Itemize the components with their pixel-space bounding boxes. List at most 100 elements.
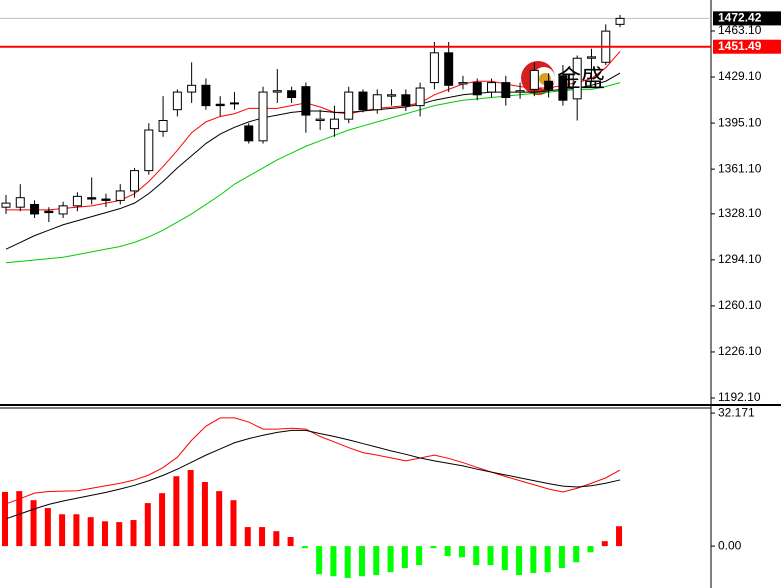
macd-bar [558, 546, 565, 569]
macd-bar [587, 546, 594, 553]
candle-body [244, 125, 254, 142]
macd-bar [244, 527, 251, 547]
candle-body [572, 57, 582, 100]
macd-bar [359, 546, 365, 577]
candle-body [115, 190, 125, 201]
candle-body [30, 203, 40, 215]
candle-body [586, 56, 596, 59]
y-tick-label: 1395.10 [718, 115, 762, 129]
candle-body [301, 86, 311, 116]
candle-body [372, 94, 382, 111]
macd-bar [273, 531, 280, 547]
candle-body [615, 17, 625, 25]
macd-bar [216, 491, 223, 547]
candle-body [215, 103, 225, 107]
macd-bar [116, 522, 123, 547]
macd-bar [101, 521, 108, 547]
candle-body [515, 90, 525, 93]
macd-bar [316, 546, 323, 575]
macd-bar [201, 482, 208, 547]
macd-bar [430, 546, 437, 549]
level-box [713, 39, 781, 54]
y-tick-label: 1192.10 [718, 390, 761, 404]
candle-body [272, 90, 282, 93]
y-tick-label: 1328.10 [718, 206, 762, 220]
candle-body [544, 80, 554, 90]
macd-bar [544, 546, 551, 573]
candle-body [72, 195, 82, 207]
y-tick-label: 1260.10 [718, 298, 762, 312]
macd-bar [530, 546, 537, 573]
macd-bar [230, 500, 237, 547]
macd-bar [416, 546, 423, 566]
y-tick-label: 1463.10 [718, 23, 762, 37]
candle-body [287, 90, 297, 98]
candle-body [472, 82, 482, 96]
candle-body [1, 202, 11, 208]
candle-body [201, 84, 211, 107]
macd-bar [344, 546, 351, 578]
candle-body [429, 52, 439, 84]
y-tick-label: 1226.10 [718, 344, 762, 358]
macd-bar [373, 546, 380, 576]
macd-bar [130, 520, 137, 547]
candle-body [415, 87, 425, 107]
candle-body [401, 94, 411, 107]
macd-bar [16, 491, 23, 547]
y-tick-label: 1429.10 [718, 69, 762, 83]
macd-bar [601, 541, 608, 547]
macd-bar [173, 476, 180, 547]
macd-bar [387, 546, 394, 573]
ma-line [6, 51, 621, 211]
macd-bar [616, 526, 623, 547]
candle-body [358, 91, 368, 111]
candle-body [501, 82, 511, 98]
last-price-box [713, 11, 781, 26]
macd-bar [487, 546, 494, 566]
candle-body [329, 118, 339, 130]
candle-body [101, 198, 111, 201]
candle-body [344, 91, 354, 120]
macd-bar [301, 546, 308, 549]
ma-line [5, 82, 621, 264]
y-tick-label: 1361.10 [718, 161, 762, 175]
candle-body [444, 52, 454, 86]
macd-bar [287, 537, 294, 547]
level-label: 1451.49 [718, 39, 762, 53]
y-tick-label: 0.00 [718, 538, 742, 552]
macd-bar [501, 546, 508, 571]
macd-bar [59, 514, 66, 547]
candle-body [144, 129, 154, 172]
macd-bar [30, 500, 37, 547]
macd-bar [73, 514, 80, 547]
candle-body [44, 210, 54, 214]
macd-bar [87, 517, 94, 547]
candle-body [529, 69, 539, 90]
candle-body [187, 84, 197, 93]
macd-bar [458, 546, 465, 558]
macd-bar [2, 491, 8, 547]
candle-body [258, 91, 268, 142]
macd-bar [144, 503, 151, 547]
candle-body [229, 102, 239, 105]
watermark: 金盛 [557, 65, 605, 92]
y-tick-label: 32.171 [718, 405, 755, 419]
macd-bar [330, 546, 337, 577]
candle-body [158, 120, 168, 132]
macd-bar [401, 546, 408, 569]
candle-body [87, 197, 97, 200]
candle-body [487, 82, 497, 93]
candle-body [172, 91, 182, 111]
ma-line [5, 417, 621, 505]
macd-bar [444, 546, 451, 557]
macd-bar [259, 527, 266, 547]
candle-body [58, 205, 68, 215]
last-price-label: 1472.42 [718, 11, 762, 25]
macd-bar [516, 546, 523, 576]
candle-body [458, 82, 468, 85]
macd-bar [473, 546, 480, 566]
candle-body [315, 118, 325, 122]
candle-body [387, 94, 397, 97]
